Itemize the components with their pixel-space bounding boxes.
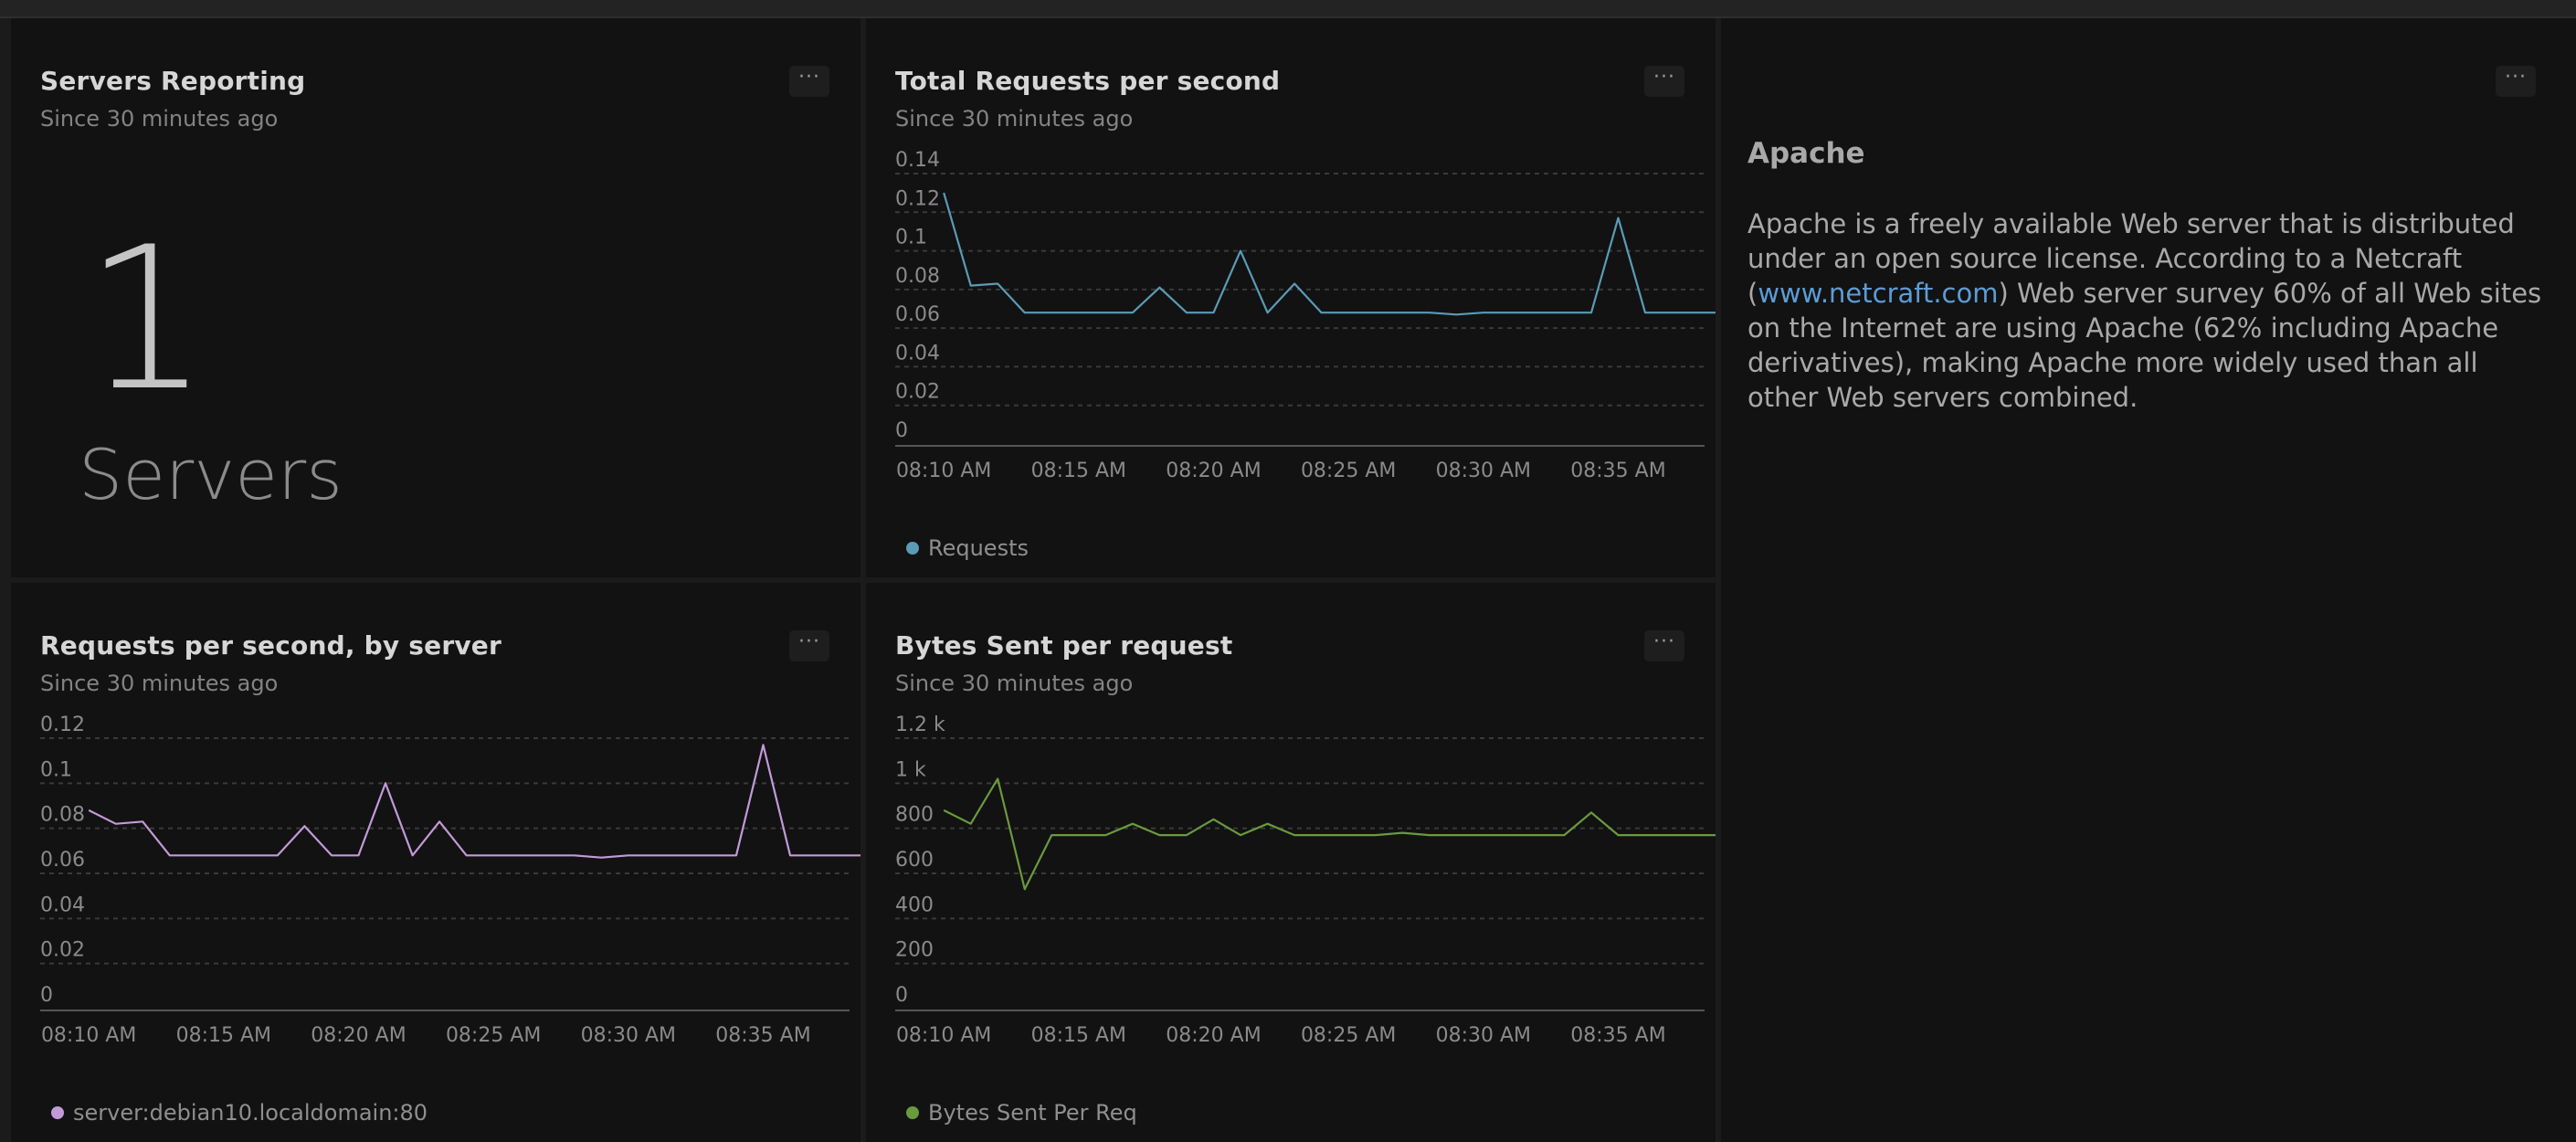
panel-title: Requests per second, by server: [40, 630, 501, 661]
servers-unit-label: Servers: [79, 434, 343, 515]
apache-text-after: ) Web server survey 60% of all Web sites…: [1747, 278, 2542, 413]
panel-subtitle: Since 30 minutes ago: [40, 106, 279, 132]
y-tick-label: 1 k: [895, 758, 926, 781]
x-tick-label: 08:20 AM: [311, 1024, 406, 1047]
y-tick-label: 0.14: [895, 149, 940, 172]
panel-apache-info: ···: [1721, 18, 2576, 1142]
panel-servers-reporting: Servers Reporting Since 30 minutes ago ·…: [11, 18, 860, 577]
x-tick-label: 08:35 AM: [715, 1024, 810, 1047]
x-tick-label: 08:20 AM: [1166, 460, 1261, 482]
chart-legend[interactable]: Bytes Sent Per Req: [906, 1100, 1137, 1126]
y-tick-label: 800: [895, 804, 934, 827]
y-tick-label: 0: [895, 419, 908, 442]
y-tick-label: 0.08: [895, 265, 940, 288]
y-tick-label: 0.1: [895, 227, 927, 249]
panel-subtitle: Since 30 minutes ago: [40, 671, 279, 696]
legend-label: server:debian10.localdomain:80: [73, 1100, 428, 1126]
panel-requests-by-server: Requests per second, by server Since 30 …: [11, 583, 860, 1142]
y-tick-label: 0.04: [40, 894, 85, 916]
x-tick-label: 08:25 AM: [446, 1024, 541, 1047]
y-tick-label: 0.1: [40, 758, 72, 781]
more-menu-button[interactable]: ···: [2496, 66, 2536, 97]
apache-heading: Apache: [1747, 137, 1865, 170]
panel-bytes-sent: Bytes Sent per request Since 30 minutes …: [866, 583, 1716, 1142]
x-tick-label: 08:15 AM: [176, 1024, 271, 1047]
legend-label: Bytes Sent Per Req: [928, 1100, 1137, 1126]
y-tick-label: 0.12: [895, 187, 940, 210]
y-tick-label: 0.06: [40, 849, 85, 872]
apache-text-before: Apache is a freely available Web server …: [1747, 208, 2515, 309]
panel-total-requests: Total Requests per second Since 30 minut…: [866, 18, 1716, 577]
series-line[interactable]: [943, 192, 1716, 316]
panel-subtitle: Since 30 minutes ago: [895, 106, 1134, 132]
x-tick-label: 08:10 AM: [896, 460, 991, 482]
y-tick-label: 400: [895, 894, 934, 916]
y-tick-label: 0: [895, 984, 908, 1007]
servers-count: 1: [84, 205, 210, 434]
panel-subtitle: Since 30 minutes ago: [895, 671, 1134, 696]
x-tick-label: 08:25 AM: [1301, 1024, 1396, 1047]
x-tick-label: 08:15 AM: [1031, 460, 1126, 482]
x-tick-label: 08:30 AM: [1436, 460, 1531, 482]
legend-swatch: [906, 1106, 919, 1119]
x-tick-label: 08:20 AM: [1166, 1024, 1261, 1047]
x-tick-label: 08:30 AM: [581, 1024, 676, 1047]
y-tick-label: 0.08: [40, 804, 85, 827]
y-tick-label: 0.02: [895, 381, 940, 404]
y-tick-label: 0.04: [895, 342, 940, 365]
y-tick-label: 0: [40, 984, 53, 1007]
more-menu-button[interactable]: ···: [1644, 630, 1684, 661]
legend-swatch: [51, 1106, 64, 1119]
series-line[interactable]: [88, 744, 860, 859]
y-tick-label: 200: [895, 939, 934, 962]
x-tick-label: 08:15 AM: [1031, 1024, 1126, 1047]
y-tick-label: 1.2 k: [895, 714, 945, 736]
netcraft-link[interactable]: www.netcraft.com: [1758, 278, 1999, 309]
more-menu-button[interactable]: ···: [789, 630, 829, 661]
x-tick-label: 08:10 AM: [896, 1024, 991, 1047]
x-tick-label: 08:35 AM: [1570, 460, 1665, 482]
y-tick-label: 600: [895, 849, 934, 872]
top-toolbar: [0, 0, 2576, 18]
y-tick-label: 0.06: [895, 303, 940, 326]
panel-title: Servers Reporting: [40, 66, 306, 96]
y-tick-label: 0.12: [40, 714, 85, 736]
legend-swatch: [906, 542, 919, 555]
more-menu-button[interactable]: ···: [789, 66, 829, 97]
chart-legend[interactable]: Requests: [906, 535, 1029, 561]
series-line[interactable]: [943, 777, 1716, 891]
x-tick-label: 08:10 AM: [41, 1024, 136, 1047]
legend-label: Requests: [928, 535, 1029, 561]
x-tick-label: 08:35 AM: [1570, 1024, 1665, 1047]
panel-title: Total Requests per second: [895, 66, 1281, 96]
apache-description: Apache is a freely available Web server …: [1747, 206, 2542, 415]
panel-title: Bytes Sent per request: [895, 630, 1233, 661]
chart-legend[interactable]: server:debian10.localdomain:80: [51, 1100, 428, 1126]
x-tick-label: 08:25 AM: [1301, 460, 1396, 482]
more-menu-button[interactable]: ···: [1644, 66, 1684, 97]
y-tick-label: 0.02: [40, 939, 85, 962]
x-tick-label: 08:30 AM: [1436, 1024, 1531, 1047]
